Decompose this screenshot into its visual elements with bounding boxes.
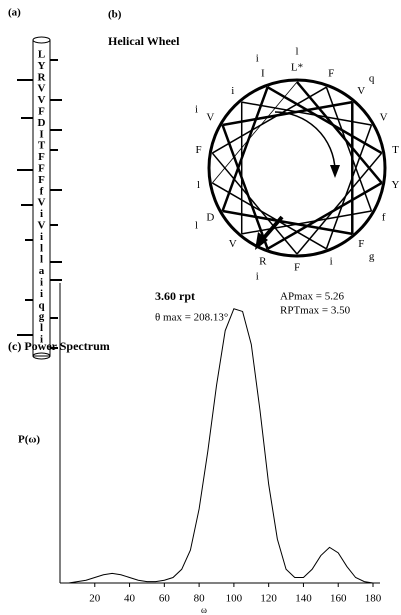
wheel-link bbox=[222, 101, 353, 126]
wheel-link bbox=[222, 124, 268, 249]
residue: a bbox=[39, 265, 45, 277]
residue: l bbox=[40, 322, 43, 334]
x-tick-label: 80 bbox=[194, 593, 206, 605]
wheel-residue: V bbox=[357, 85, 365, 97]
wheel-link bbox=[211, 152, 298, 255]
wheel-link bbox=[222, 210, 353, 235]
wheel-link bbox=[296, 152, 383, 255]
residue: D bbox=[38, 117, 46, 129]
wheel-residue: i bbox=[195, 104, 198, 116]
wheel-residue: F bbox=[358, 238, 364, 250]
wheel-link bbox=[222, 87, 268, 212]
arrow-head bbox=[255, 232, 268, 250]
wheel-residue: i bbox=[256, 271, 259, 283]
residue: F bbox=[38, 106, 45, 118]
rpt-label: 3.60 rpt bbox=[155, 289, 195, 303]
wheel-link bbox=[325, 86, 373, 212]
residue: i bbox=[40, 208, 43, 220]
wheel-residue: l bbox=[197, 179, 200, 191]
wheel-link bbox=[266, 86, 383, 155]
panel-label: (a) bbox=[8, 7, 21, 19]
wheel-residue: i bbox=[330, 256, 333, 268]
residue: i bbox=[40, 277, 43, 289]
x-tick-label: 20 bbox=[89, 593, 101, 605]
wheel-residue: Y bbox=[392, 179, 400, 191]
residue: q bbox=[38, 299, 45, 311]
residue: V bbox=[38, 94, 46, 106]
x-axis-label: ω bbox=[201, 605, 207, 615]
residue: Y bbox=[38, 60, 46, 72]
residue: L bbox=[38, 49, 45, 61]
wheel-link bbox=[241, 101, 372, 126]
wheel-residue: L* bbox=[291, 62, 303, 74]
wheel-link bbox=[296, 81, 382, 184]
y-axis-label: P(ω) bbox=[18, 434, 40, 446]
panel-label: (b) bbox=[108, 9, 122, 21]
residue: V bbox=[38, 83, 46, 95]
x-tick-label: 160 bbox=[330, 593, 347, 605]
wheel-residue: D bbox=[206, 212, 214, 224]
wheel-link bbox=[267, 182, 382, 250]
wheel-link bbox=[211, 182, 327, 250]
wheel-residue: i bbox=[231, 85, 234, 97]
wheel-residue: V bbox=[229, 238, 237, 250]
spectrum-line bbox=[60, 308, 374, 584]
residue: i bbox=[40, 231, 43, 243]
wheel-residue: F bbox=[328, 68, 334, 80]
wheel-title: Helical Wheel bbox=[108, 34, 180, 48]
residue: T bbox=[38, 140, 46, 152]
wheel-link bbox=[212, 81, 298, 184]
residue: g bbox=[39, 311, 45, 323]
residue: V bbox=[38, 197, 46, 209]
wheel-residue: l bbox=[195, 220, 198, 232]
cylinder-bottom bbox=[32, 352, 51, 360]
annotation: RPTmax = 3.50 bbox=[280, 305, 351, 317]
wheel-residue: f bbox=[382, 212, 386, 224]
residue: F bbox=[38, 174, 45, 186]
annotation: APmax = 5.26 bbox=[280, 291, 344, 303]
x-tick-label: 180 bbox=[365, 593, 382, 605]
chart-title: (c) Power Spectrum bbox=[8, 339, 110, 353]
residue: R bbox=[38, 71, 47, 83]
x-tick-label: 100 bbox=[226, 593, 243, 605]
x-tick-label: 140 bbox=[295, 593, 312, 605]
residue: l bbox=[40, 242, 43, 254]
wheel-link bbox=[211, 86, 327, 154]
residue: i bbox=[40, 334, 43, 346]
wheel-residue: V bbox=[206, 112, 214, 124]
wheel-residue: F bbox=[294, 262, 300, 274]
wheel-residue: I bbox=[261, 68, 265, 80]
residue: i bbox=[40, 288, 43, 300]
wheel-residue: g bbox=[369, 250, 375, 262]
wheel-link bbox=[325, 124, 373, 250]
wheel-residue: i bbox=[256, 53, 259, 65]
residue: F bbox=[38, 151, 45, 163]
x-tick-label: 120 bbox=[260, 593, 277, 605]
wheel-link bbox=[241, 210, 372, 235]
wheel-residue: q bbox=[369, 73, 375, 85]
wheel-residue: R bbox=[259, 256, 267, 268]
wheel-residue: T bbox=[392, 144, 399, 156]
wheel-residue: V bbox=[380, 112, 388, 124]
residue: f bbox=[40, 185, 44, 197]
wheel-residue: l bbox=[295, 46, 298, 58]
arrow-head bbox=[330, 165, 340, 178]
residue: l bbox=[40, 254, 43, 266]
theta-label: θ max = 208.13° bbox=[155, 312, 228, 324]
x-tick-label: 60 bbox=[159, 593, 171, 605]
residue: V bbox=[38, 220, 46, 232]
residue: F bbox=[38, 163, 45, 175]
wheel-circle bbox=[207, 78, 387, 258]
cylinder-top bbox=[32, 36, 51, 44]
residue: I bbox=[39, 128, 43, 140]
wheel-residue: F bbox=[195, 144, 201, 156]
x-tick-label: 40 bbox=[124, 593, 136, 605]
